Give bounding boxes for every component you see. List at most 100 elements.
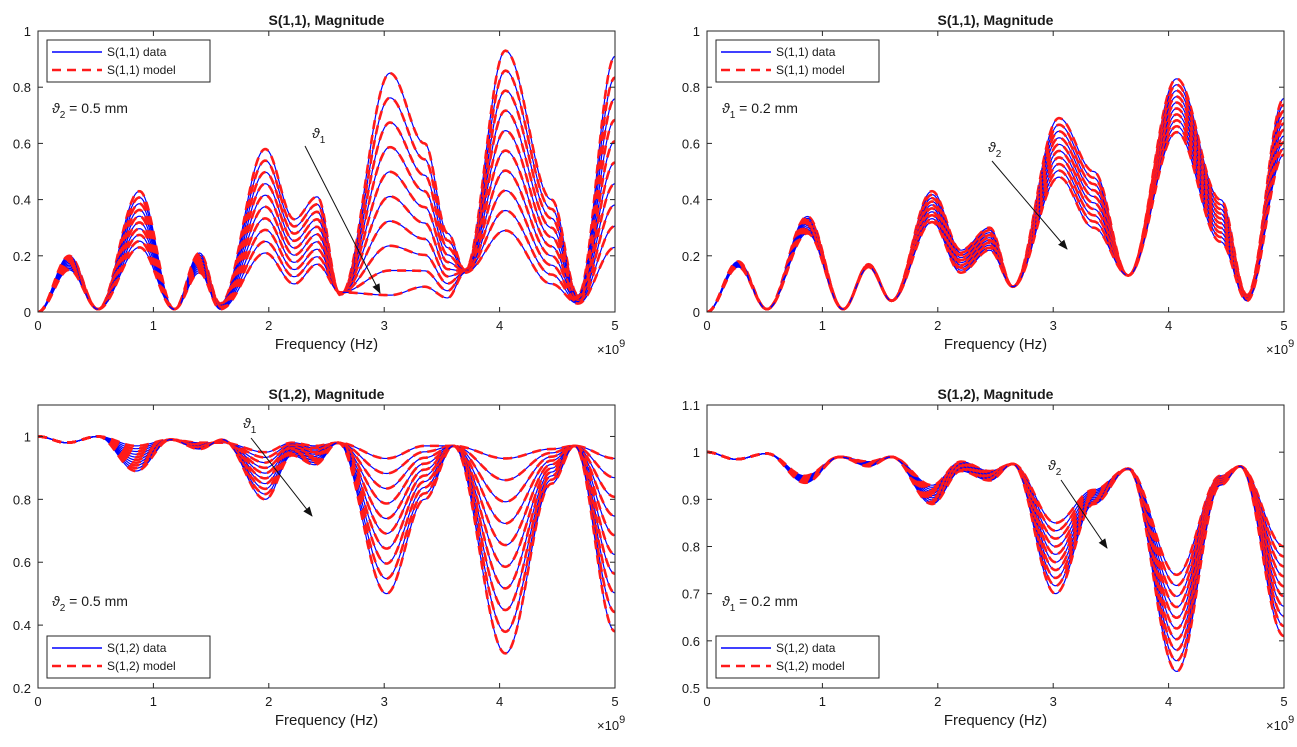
x-tick-label: 2	[265, 318, 272, 333]
chart-title: S(1,1), Magnitude	[269, 12, 385, 28]
fixed-parameter-annotation: ϑ1 = 0.2 mm	[722, 100, 798, 121]
param-value: = 0.2 mm	[735, 593, 798, 609]
param-subscript: 2	[60, 110, 66, 121]
y-tick-label: 0.6	[682, 136, 700, 151]
model-series-4	[38, 435, 615, 525]
y-tick-label: 0.2	[682, 249, 700, 264]
legend-box	[715, 635, 880, 679]
legend-label-data: S(1,1) data	[107, 45, 167, 59]
x-axis-label: Frequency (Hz)	[944, 712, 1047, 729]
series-group	[38, 49, 615, 312]
param-value: = 0.5 mm	[65, 100, 128, 116]
x-tick-label: 1	[150, 318, 157, 333]
model-series-5	[707, 101, 1284, 312]
arrow-subscript: 2	[996, 149, 1002, 160]
param-value: = 0.5 mm	[65, 593, 128, 609]
exponent-base: ×10	[597, 718, 619, 733]
model-series-8	[707, 119, 1284, 312]
y-tick-label: 0.2	[13, 681, 31, 696]
model-series-1	[38, 435, 615, 460]
chart-title: S(1,1), Magnitude	[938, 12, 1054, 28]
exponent-power: 9	[619, 338, 625, 350]
x-tick-label: 3	[381, 318, 388, 333]
param-subscript: 1	[730, 603, 736, 614]
chart-panel-4: 0 1 2 3 4 5 0.5 0.6 0.7 0.8 0.9 1 1.1 S(1,2), Magnitu…	[682, 386, 1294, 733]
x-tick-label: 4	[1165, 318, 1172, 333]
y-tick-label: 0.4	[13, 193, 31, 208]
y-tick-label: 0.6	[13, 555, 31, 570]
chart-title: S(1,2), Magnitude	[269, 386, 385, 402]
y-tick-label: 0.9	[682, 492, 700, 507]
legend: S(1,2) data S(1,2) model	[46, 635, 211, 679]
chart-panel-1: 0 1 2 3 4 5 0 0.2 0.4 0.6 0.8 1 S(1,1), Magnitude Fre…	[13, 12, 625, 357]
fixed-parameter-annotation: ϑ2 = 0.5 mm	[52, 593, 128, 614]
trend-arrow	[250, 437, 313, 517]
x-tick-label: 5	[611, 694, 618, 709]
model-series-6	[707, 107, 1284, 312]
x-axis-exponent: ×109	[1266, 714, 1294, 733]
legend-label-data: S(1,1) data	[776, 45, 836, 59]
chart-panel-2: 0 1 2 3 4 5 0 0.2 0.4 0.6 0.8 1 S(1,1), Magnitude Fre…	[682, 12, 1294, 357]
y-tick-label: 0.4	[13, 618, 31, 633]
model-series-10	[38, 229, 615, 312]
legend-box	[715, 39, 880, 83]
x-tick-label: 2	[934, 318, 941, 333]
model-series-1	[707, 450, 1284, 577]
y-tick-label: 0.8	[682, 540, 700, 555]
fixed-parameter-annotation: ϑ1 = 0.2 mm	[722, 593, 798, 614]
y-tick-label: 0.5	[682, 681, 700, 696]
x-tick-label: 0	[703, 694, 710, 709]
x-tick-label: 0	[703, 318, 710, 333]
arrow-annotation-label: ϑ1	[243, 415, 257, 436]
trend-arrow	[304, 145, 381, 294]
model-series-8	[38, 189, 615, 312]
y-tick-label: 0.4	[682, 193, 700, 208]
x-axis-label: Frequency (Hz)	[275, 712, 378, 729]
arrow-subscript: 2	[1056, 467, 1062, 478]
y-tick-label: 0.8	[13, 80, 31, 95]
y-tick-label: 0.6	[682, 634, 700, 649]
x-tick-label: 5	[1280, 318, 1287, 333]
x-tick-label: 4	[1165, 694, 1172, 709]
exponent-power: 9	[619, 714, 625, 726]
param-symbol: ϑ	[52, 100, 61, 116]
axes-frame	[706, 30, 1285, 313]
x-axis-exponent: ×109	[597, 714, 625, 733]
chart-panel-3: 0 1 2 3 4 5 0.2 0.4 0.6 0.8 1 S(1,2), Magnitude Freq…	[13, 386, 625, 733]
chart-title: S(1,2), Magnitude	[938, 386, 1054, 402]
arrow-symbol: ϑ	[1048, 457, 1057, 473]
param-symbol: ϑ	[52, 593, 61, 609]
legend: S(1,1) data S(1,1) model	[46, 39, 211, 83]
legend-label-model: S(1,1) model	[776, 63, 845, 77]
x-axis-label: Frequency (Hz)	[944, 336, 1047, 353]
y-tick-label: 0	[24, 305, 31, 320]
param-subscript: 1	[730, 110, 736, 121]
param-symbol: ϑ	[722, 593, 731, 609]
model-series-10	[707, 130, 1284, 312]
x-tick-label: 3	[1050, 694, 1057, 709]
model-series-6	[38, 149, 615, 312]
x-tick-label: 1	[819, 694, 826, 709]
series-group	[707, 77, 1284, 312]
series-group	[707, 450, 1284, 673]
exponent-power: 9	[1288, 338, 1294, 350]
axes-frame	[37, 404, 616, 689]
model-series-10	[707, 450, 1284, 673]
y-tick-label: 0.8	[13, 492, 31, 507]
x-tick-label: 3	[381, 694, 388, 709]
legend: S(1,1) data S(1,1) model	[715, 39, 880, 83]
y-tick-label: 0.7	[682, 587, 700, 602]
legend-label-data: S(1,2) data	[776, 641, 836, 655]
arrow-annotation-label: ϑ2	[1048, 457, 1062, 478]
x-tick-label: 1	[150, 694, 157, 709]
legend-box	[46, 39, 211, 83]
model-series-9	[707, 124, 1284, 312]
series-group	[38, 435, 615, 655]
arrow-subscript: 1	[251, 425, 257, 436]
y-tick-label: 0.2	[13, 249, 31, 264]
x-tick-label: 1	[819, 318, 826, 333]
exponent-base: ×10	[1266, 718, 1288, 733]
param-subscript: 2	[60, 603, 66, 614]
data-series-5	[38, 435, 615, 546]
legend-label-model: S(1,2) model	[107, 659, 176, 673]
